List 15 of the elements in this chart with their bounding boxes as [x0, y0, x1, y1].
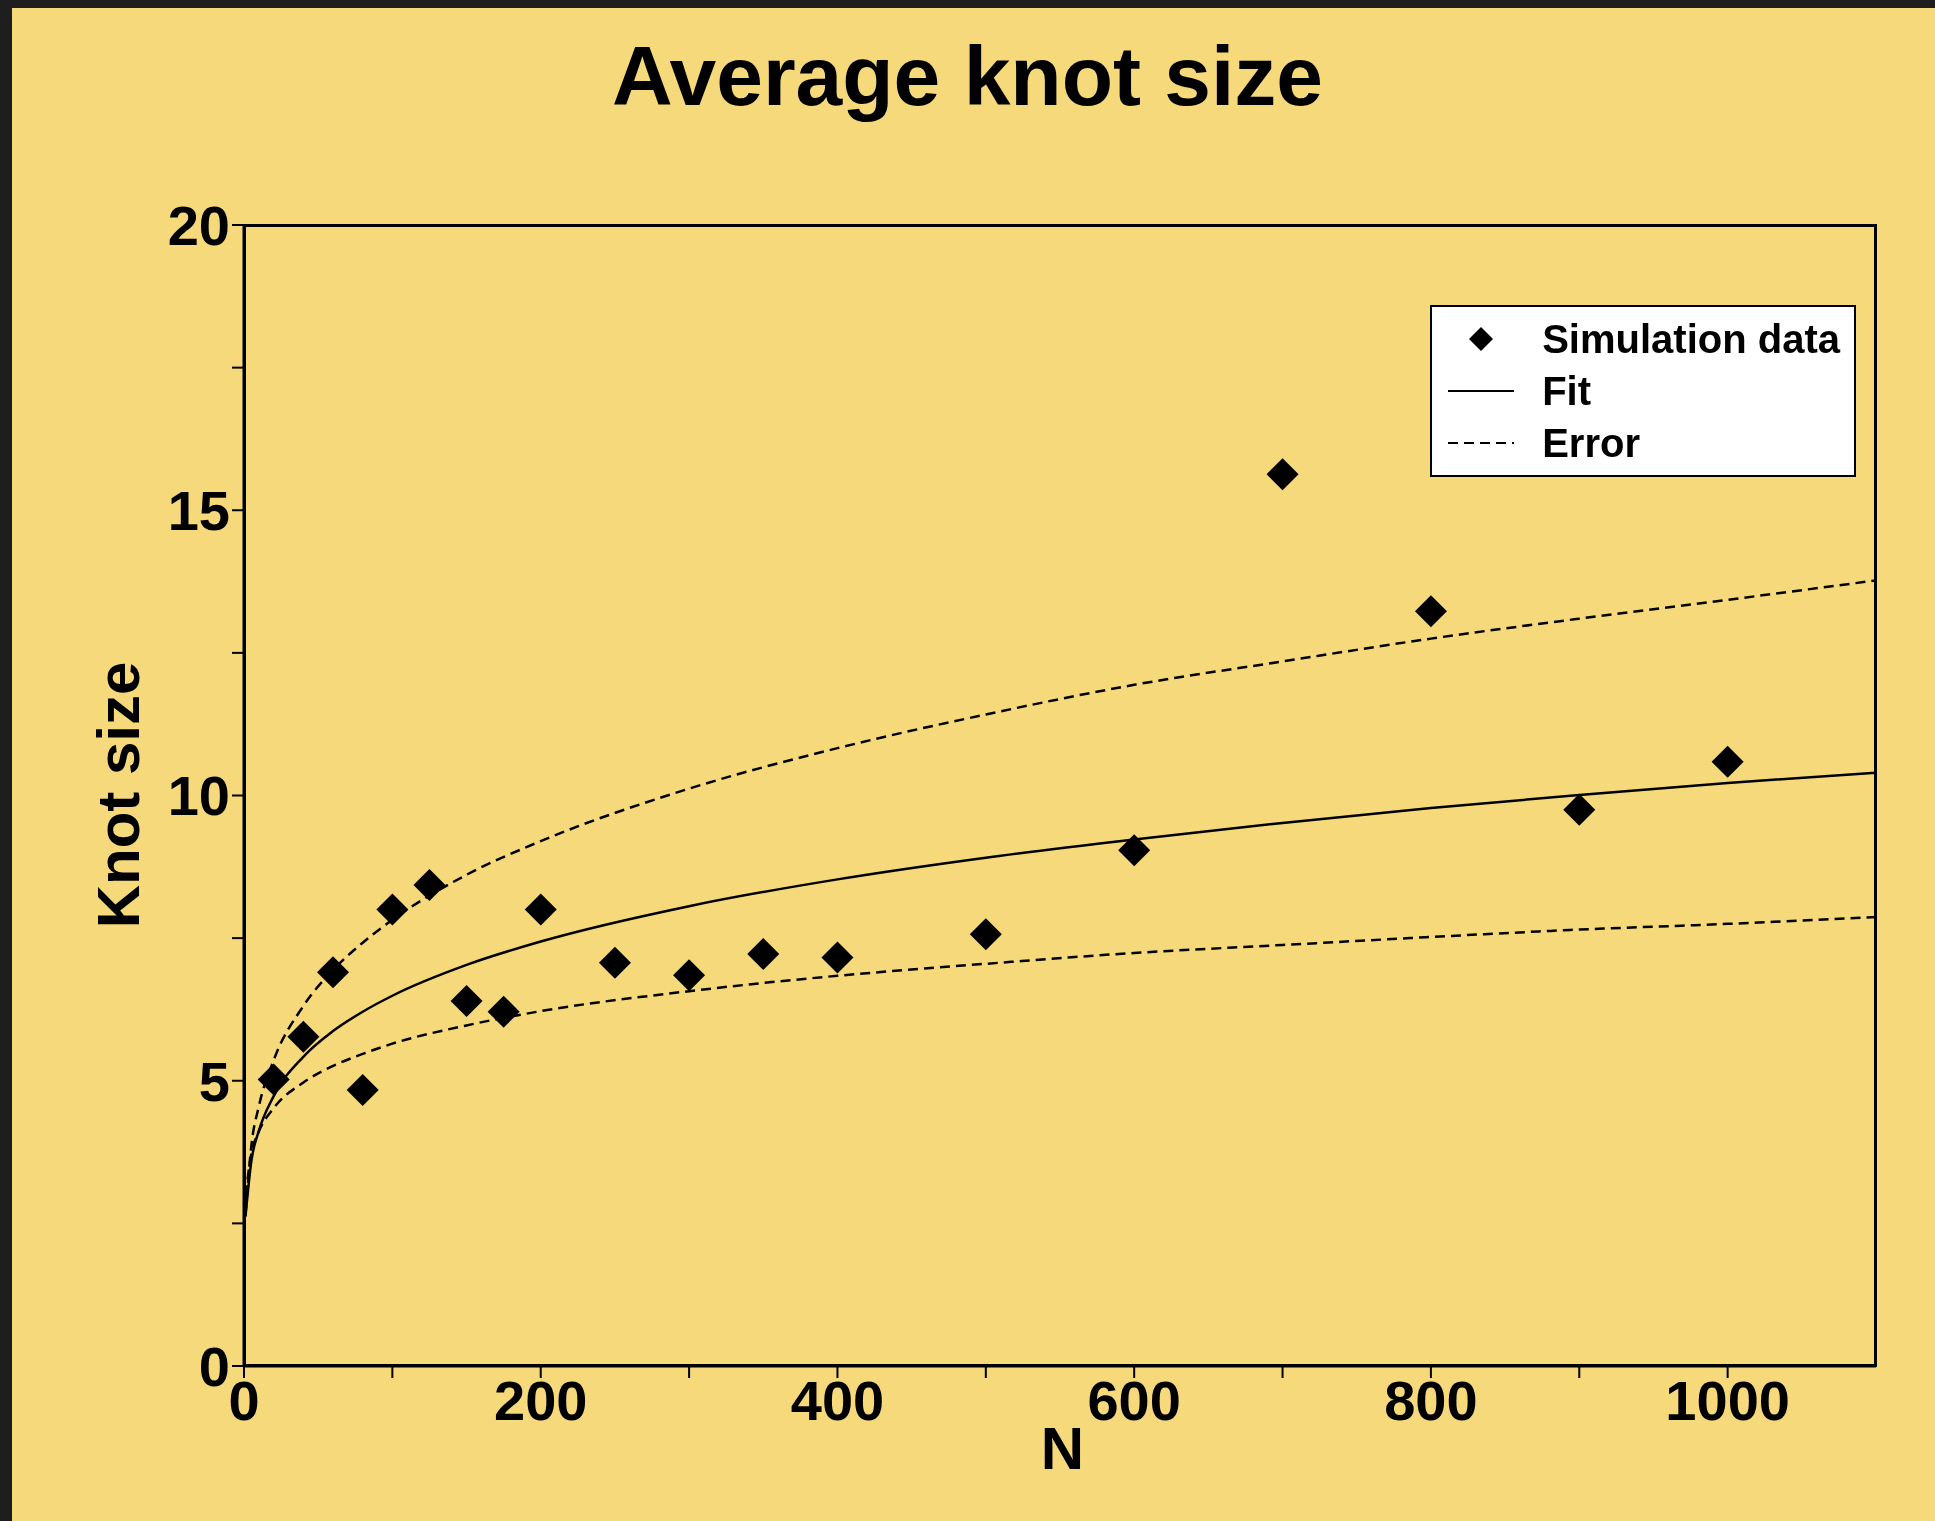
x-tick-label: 400 [790, 1368, 885, 1432]
legend-label: Error [1542, 420, 1640, 466]
y-tick-label: 5 [198, 1049, 230, 1113]
x-tick-label: 600 [1087, 1368, 1181, 1432]
chart-title: Average knot size [610, 28, 1325, 125]
x-axis-title: N [1040, 1415, 1085, 1482]
y-tick-label: 10 [167, 764, 230, 828]
x-tick-label: 200 [494, 1368, 588, 1432]
legend-label: Fit [1542, 368, 1592, 414]
x-tick-label: 1000 [1665, 1368, 1790, 1432]
legend-label: Simulation data [1542, 316, 1840, 362]
x-tick-label: 800 [1384, 1368, 1478, 1432]
y-tick-label: 20 [167, 193, 230, 257]
y-tick-label: 15 [167, 479, 230, 543]
y-axis-title: Knot size [83, 661, 153, 929]
